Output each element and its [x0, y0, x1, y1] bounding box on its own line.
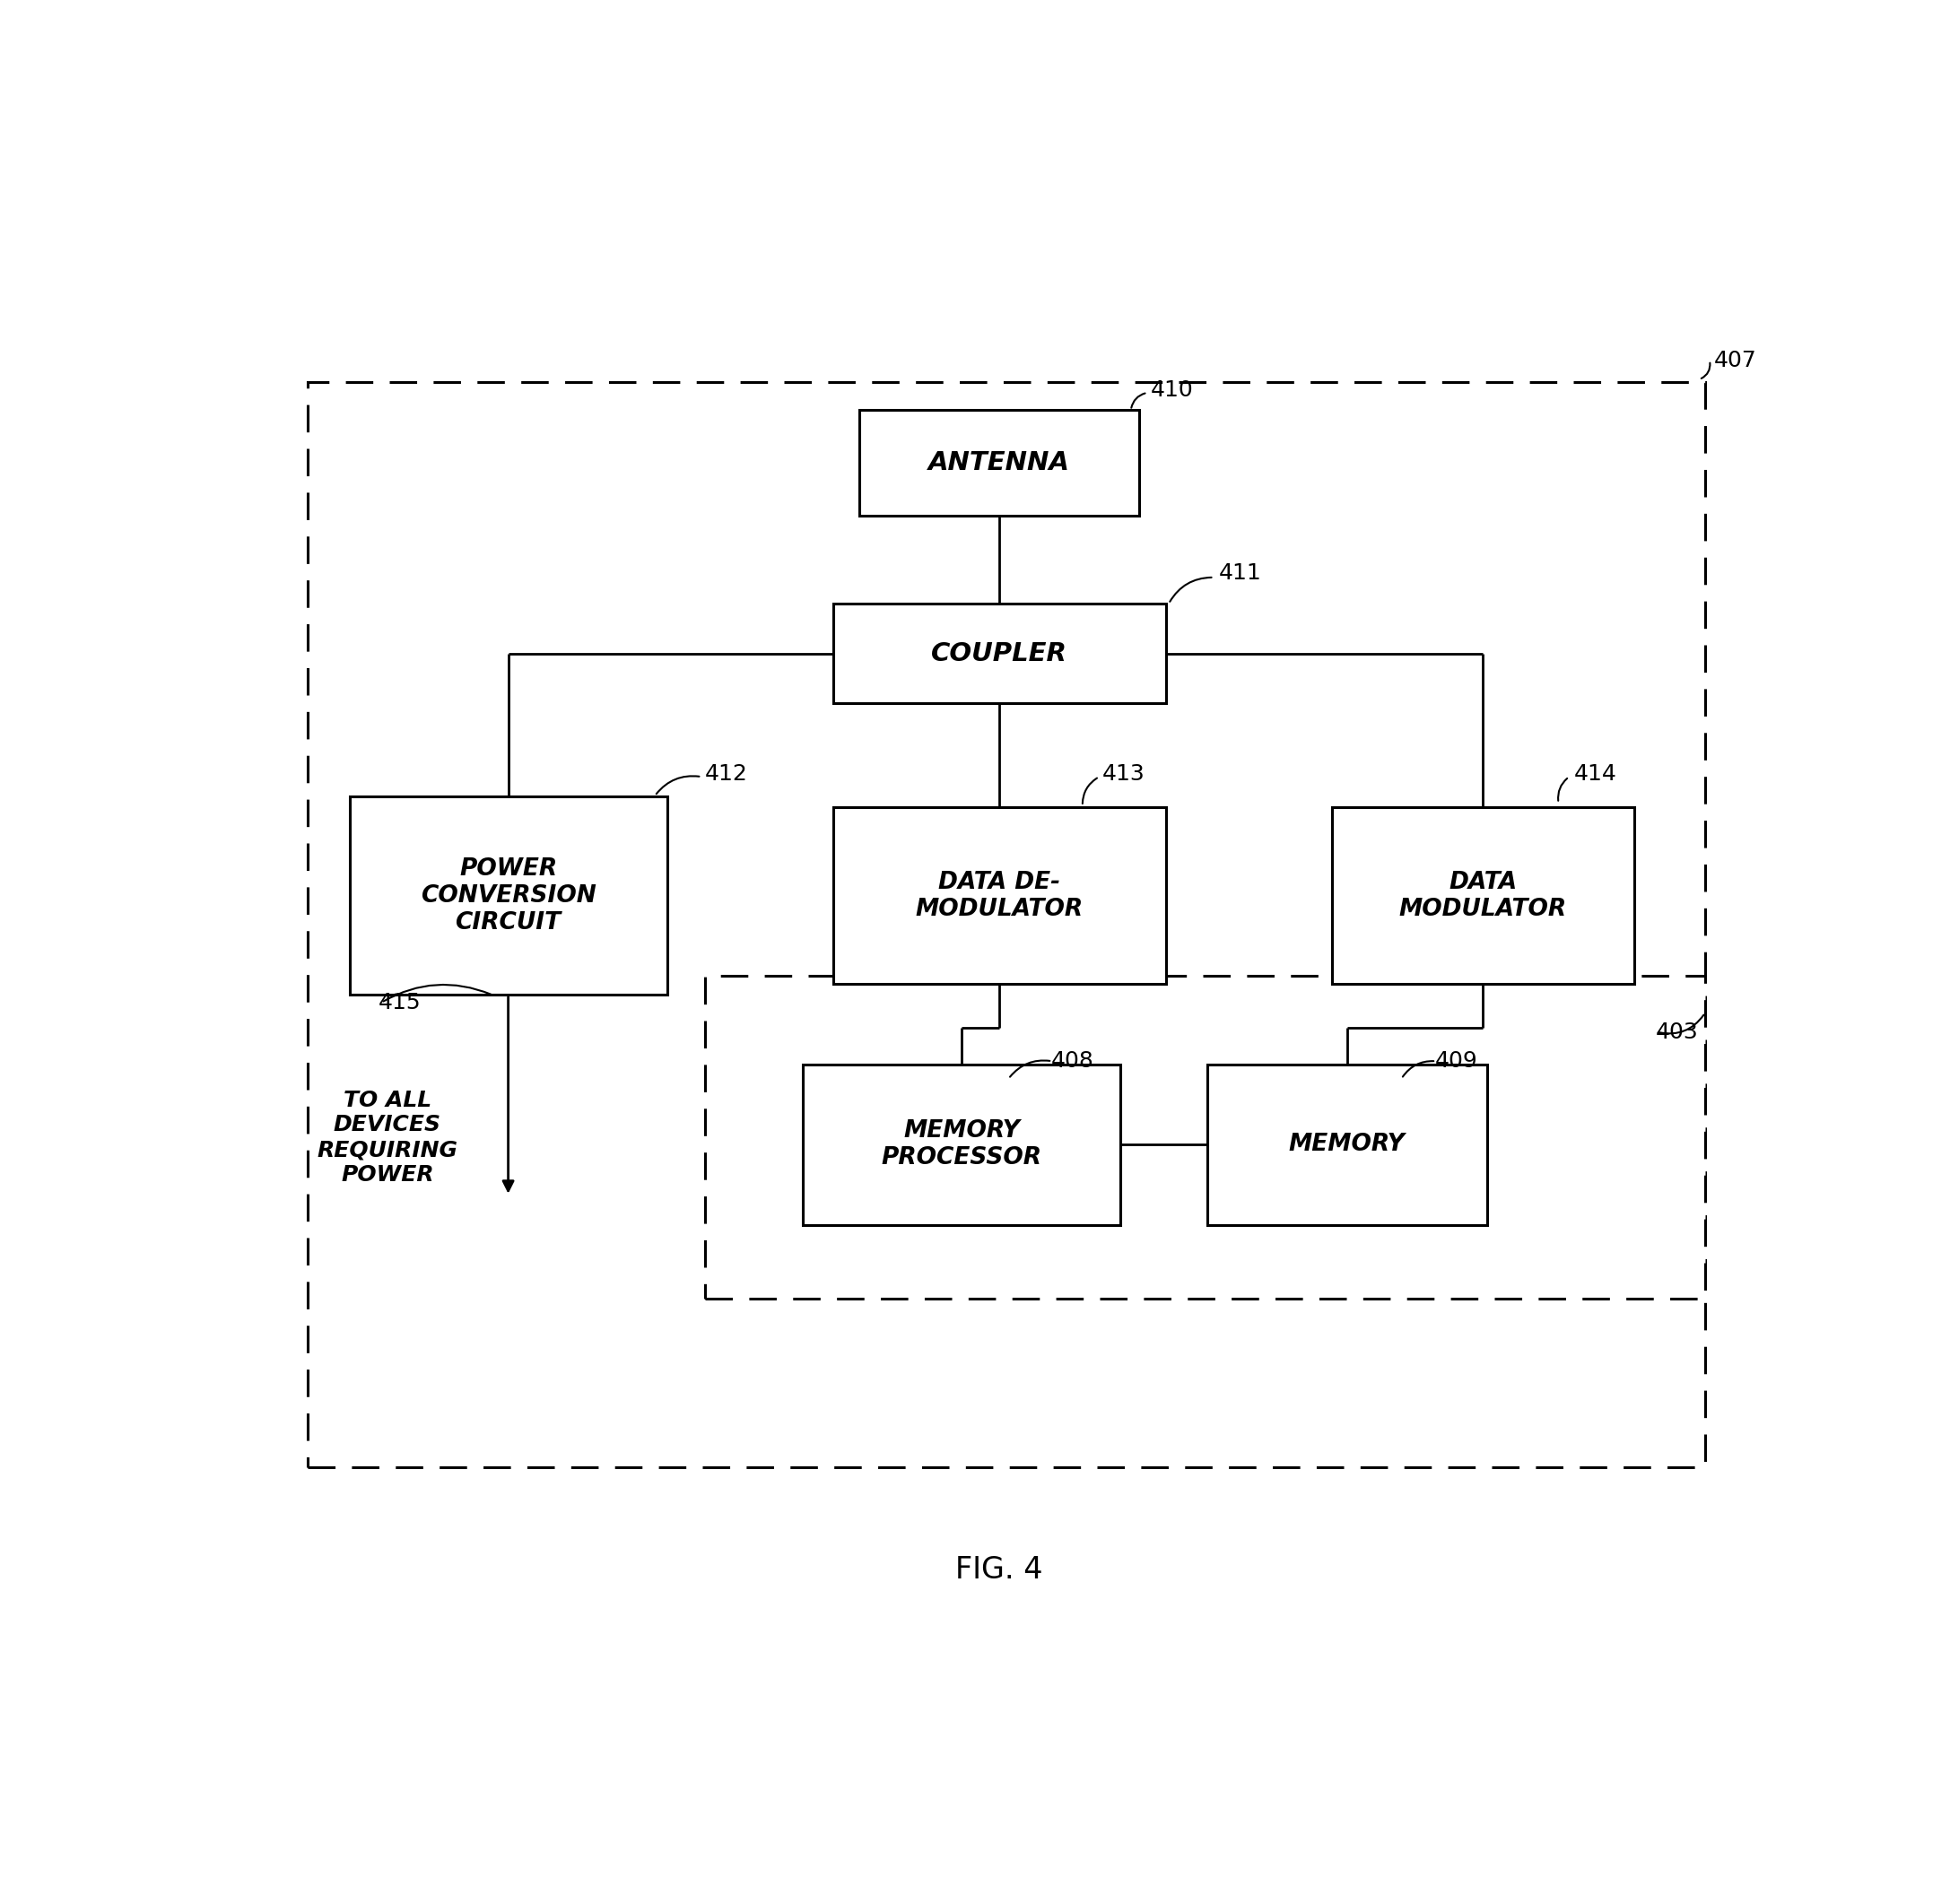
Text: 412: 412	[704, 764, 747, 784]
Text: ANTENNA: ANTENNA	[928, 451, 1071, 476]
Text: 407: 407	[1714, 350, 1757, 371]
Bar	[833, 807, 1166, 984]
Text: POWER
CONVERSION
CIRCUIT: POWER CONVERSION CIRCUIT	[421, 857, 597, 935]
Text: DATA DE-
MODULATOR: DATA DE- MODULATOR	[915, 870, 1084, 922]
Text: 413: 413	[1102, 764, 1145, 784]
Bar	[1332, 807, 1634, 984]
Text: 408: 408	[1051, 1051, 1094, 1072]
Text: FIG. 4: FIG. 4	[956, 1556, 1043, 1584]
Bar	[860, 409, 1139, 516]
Text: 411: 411	[1219, 562, 1262, 585]
Text: MEMORY
PROCESSOR: MEMORY PROCESSOR	[881, 1120, 1041, 1169]
Bar	[349, 796, 667, 994]
Text: TO ALL
DEVICES
REQUIRING
POWER: TO ALL DEVICES REQUIRING POWER	[318, 1089, 458, 1186]
Text: 409: 409	[1435, 1051, 1478, 1072]
Bar	[704, 977, 1704, 1299]
Text: 410: 410	[1150, 379, 1193, 400]
Bar	[308, 383, 1704, 1468]
Bar	[803, 1064, 1119, 1226]
Text: 415: 415	[378, 992, 421, 1013]
Text: 414: 414	[1574, 764, 1617, 784]
Bar	[1207, 1064, 1486, 1226]
Text: COUPLER: COUPLER	[932, 642, 1067, 666]
Text: DATA
MODULATOR: DATA MODULATOR	[1398, 870, 1568, 922]
Text: 403: 403	[1656, 1021, 1698, 1043]
Bar	[833, 604, 1166, 703]
Text: MEMORY: MEMORY	[1289, 1133, 1406, 1156]
